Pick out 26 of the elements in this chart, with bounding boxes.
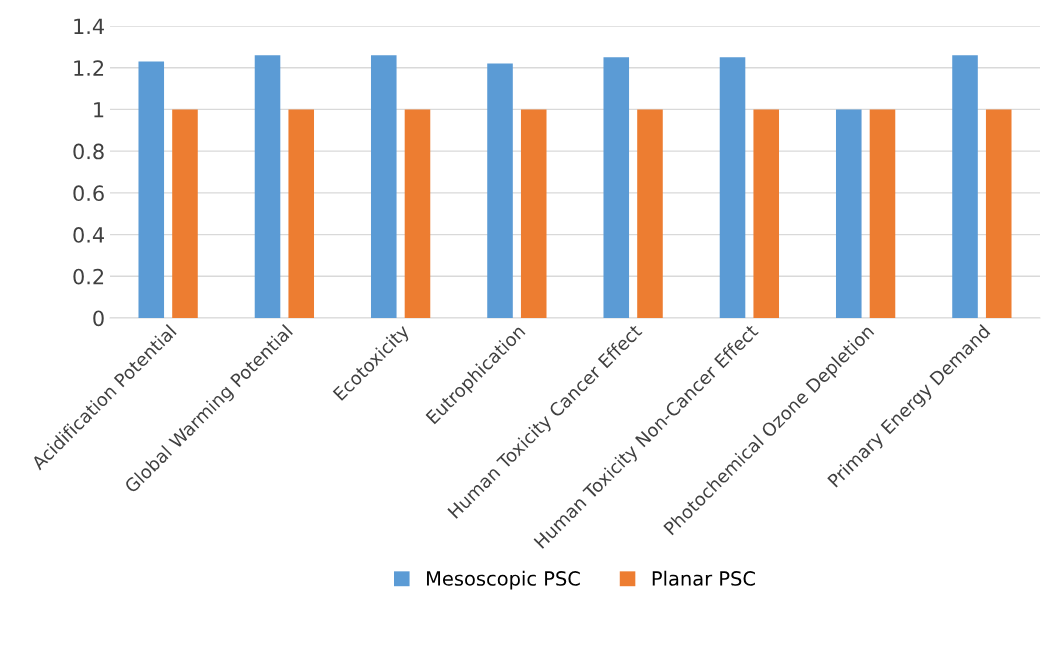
y-tick-label: 1.2 [74,60,104,76]
bar [172,109,198,318]
y-tick-label: 0.8 [73,143,104,160]
y-tick-label: 1.4 [74,18,104,34]
bar [288,109,315,318]
y-tick-label: 0.4 [73,227,104,243]
y-tick-label: 0 [93,310,104,327]
bar [520,109,547,318]
bar [254,55,281,318]
bar [637,109,663,318]
bar [370,55,397,318]
bar [404,109,431,318]
y-tick-label: 0.6 [73,185,104,202]
y-tick-label: 1 [94,102,104,118]
bar [869,109,896,318]
bar [719,57,746,318]
legend-label: Planar PSC [652,570,755,586]
bar [487,63,513,318]
legend-label: Mesoscopic PSC [427,570,580,590]
bar [985,109,1012,318]
bar [138,61,165,318]
y-tick-label: 0.2 [73,268,104,285]
bar [835,109,862,318]
bar [952,55,978,318]
bar [753,109,780,318]
bar [603,57,630,318]
